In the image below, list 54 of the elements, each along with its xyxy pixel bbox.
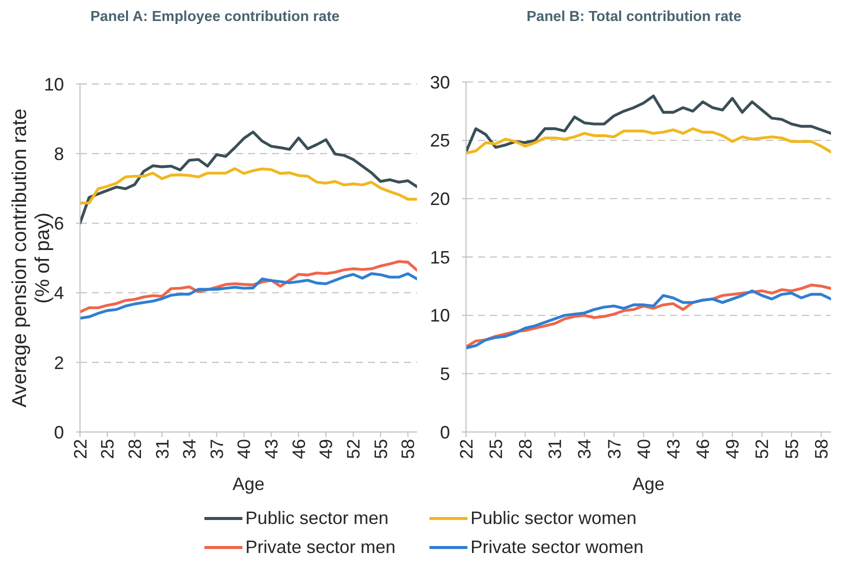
legend-label: Private sector men bbox=[245, 537, 396, 558]
x-tick-label: 43 bbox=[663, 439, 684, 460]
legend-label: Private sector women bbox=[470, 537, 644, 558]
line-series bbox=[466, 127, 831, 155]
x-tick-label: 34 bbox=[180, 439, 200, 460]
x-tick-label: 55 bbox=[370, 439, 391, 460]
x-tick-label: 55 bbox=[782, 439, 802, 460]
x-tick-label: 43 bbox=[262, 439, 282, 460]
y-tick-label: 20 bbox=[430, 189, 450, 210]
x-tick-label: 25 bbox=[98, 439, 118, 460]
x-tick-label: 28 bbox=[515, 439, 536, 460]
x-tick-label: 22 bbox=[456, 439, 476, 460]
x-tick-label: 31 bbox=[152, 439, 172, 460]
legend-label: Public sector women bbox=[470, 508, 637, 529]
y-tick-label: 10 bbox=[430, 306, 450, 326]
legend-label: Public sector men bbox=[245, 508, 388, 529]
y-tick-label: 30 bbox=[430, 72, 450, 92]
x-tick-label: 46 bbox=[693, 439, 714, 460]
x-tick-label: 52 bbox=[344, 439, 364, 460]
x-tick-label: 40 bbox=[634, 439, 654, 460]
x-tick-label: 37 bbox=[206, 439, 227, 460]
y-tick-label: 2 bbox=[54, 352, 64, 373]
x-tick-label: 52 bbox=[752, 439, 772, 460]
x-tick-label: 46 bbox=[288, 439, 309, 460]
y-tick-label: 8 bbox=[54, 144, 64, 164]
x-axis-title: Age bbox=[231, 474, 266, 495]
x-axis-title: Age bbox=[631, 474, 666, 495]
y-tick-label: 15 bbox=[430, 247, 450, 268]
chart-title: Panel A: Employee contribution rate bbox=[89, 9, 341, 25]
y-tick-label: 6 bbox=[54, 214, 64, 234]
line-series bbox=[80, 260, 417, 314]
x-tick-label: 37 bbox=[604, 439, 624, 460]
x-tick-label: 40 bbox=[234, 439, 254, 460]
y-tick-label: 10 bbox=[44, 74, 64, 94]
y-tick-label: 0 bbox=[440, 422, 450, 442]
x-tick-label: 34 bbox=[574, 439, 595, 460]
x-tick-label: 58 bbox=[811, 439, 832, 460]
x-tick-label: 31 bbox=[545, 439, 566, 460]
y-axis-title: Average pension contribution rate (% of pay) bbox=[9, 108, 54, 410]
x-tick-label: 49 bbox=[316, 439, 336, 460]
y-tick-label: 25 bbox=[430, 130, 450, 151]
x-tick-label: 49 bbox=[722, 439, 743, 460]
line-series bbox=[466, 94, 831, 154]
y-tick-label: 0 bbox=[54, 422, 64, 442]
line-series bbox=[80, 272, 417, 320]
chart-title: Panel B: Total contribution rate bbox=[526, 9, 742, 25]
x-tick-label: 25 bbox=[486, 439, 506, 460]
y-tick-label: 4 bbox=[54, 283, 64, 304]
x-tick-label: 58 bbox=[398, 439, 418, 460]
y-tick-label: 5 bbox=[440, 364, 450, 384]
x-tick-label: 22 bbox=[70, 439, 90, 460]
line-series bbox=[80, 130, 417, 225]
x-tick-label: 28 bbox=[124, 439, 145, 460]
line-series bbox=[80, 167, 417, 204]
